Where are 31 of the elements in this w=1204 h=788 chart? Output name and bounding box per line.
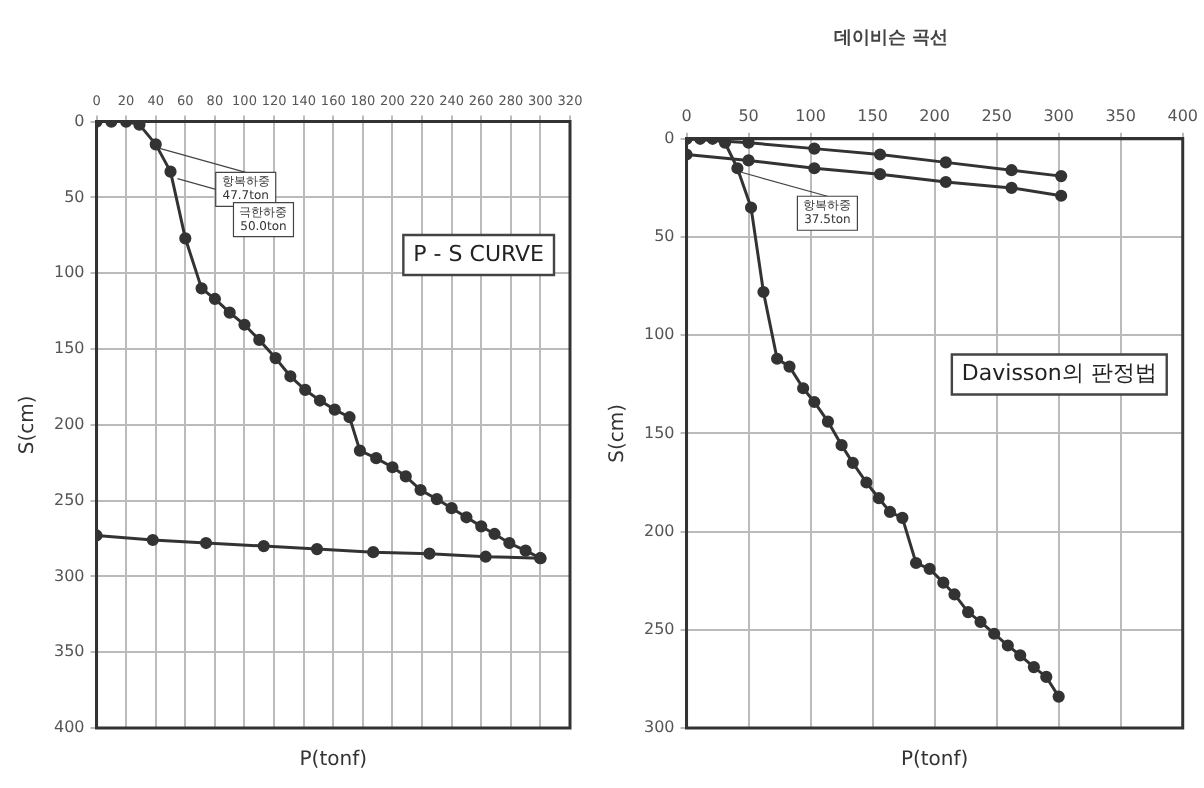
x-tick-label: 200 xyxy=(919,107,950,126)
y-tick-label: 50 xyxy=(64,187,85,206)
y-axis-title: S(cm) xyxy=(607,403,630,463)
x-tick-label: 250 xyxy=(981,107,1012,126)
y-tick-label: 300 xyxy=(643,718,675,737)
y-tick-label: 300 xyxy=(53,566,85,585)
y-tick-label: 350 xyxy=(53,642,85,661)
x-tick-label: 150 xyxy=(857,107,888,126)
x-tick-label: 50 xyxy=(738,107,759,126)
y-tick-label: 0 xyxy=(664,128,675,147)
x-tick-label: 400 xyxy=(1167,107,1199,126)
y-tick-label: 150 xyxy=(643,423,675,442)
y-tick-label: 200 xyxy=(53,414,85,433)
y-tick-label: 250 xyxy=(53,490,85,509)
y-tick-label: 100 xyxy=(643,325,675,344)
y-tick-label: 250 xyxy=(643,619,675,638)
y-tick-label: 50 xyxy=(654,227,675,246)
x-tick-label: 100 xyxy=(795,107,826,126)
x-tick-label: 350 xyxy=(1105,107,1136,126)
y-tick-label: 400 xyxy=(53,718,85,737)
y-tick-label: 150 xyxy=(53,339,85,358)
annotation: Davisson의 판정법 xyxy=(961,360,1157,387)
chart-title: 데이비슨 곡선 xyxy=(833,29,949,50)
x-axis-title: P(tonf) xyxy=(900,749,969,772)
y-tick-label: 100 xyxy=(53,263,85,282)
x-axis-title: P(tonf) xyxy=(299,749,368,772)
y-tick-label: 200 xyxy=(643,521,675,540)
x-tick-label: 0 xyxy=(681,107,692,126)
y-axis-title: S(cm) xyxy=(17,395,40,455)
x-tick-label: 300 xyxy=(1043,107,1074,126)
annotation: P - S CURVE xyxy=(413,240,545,267)
